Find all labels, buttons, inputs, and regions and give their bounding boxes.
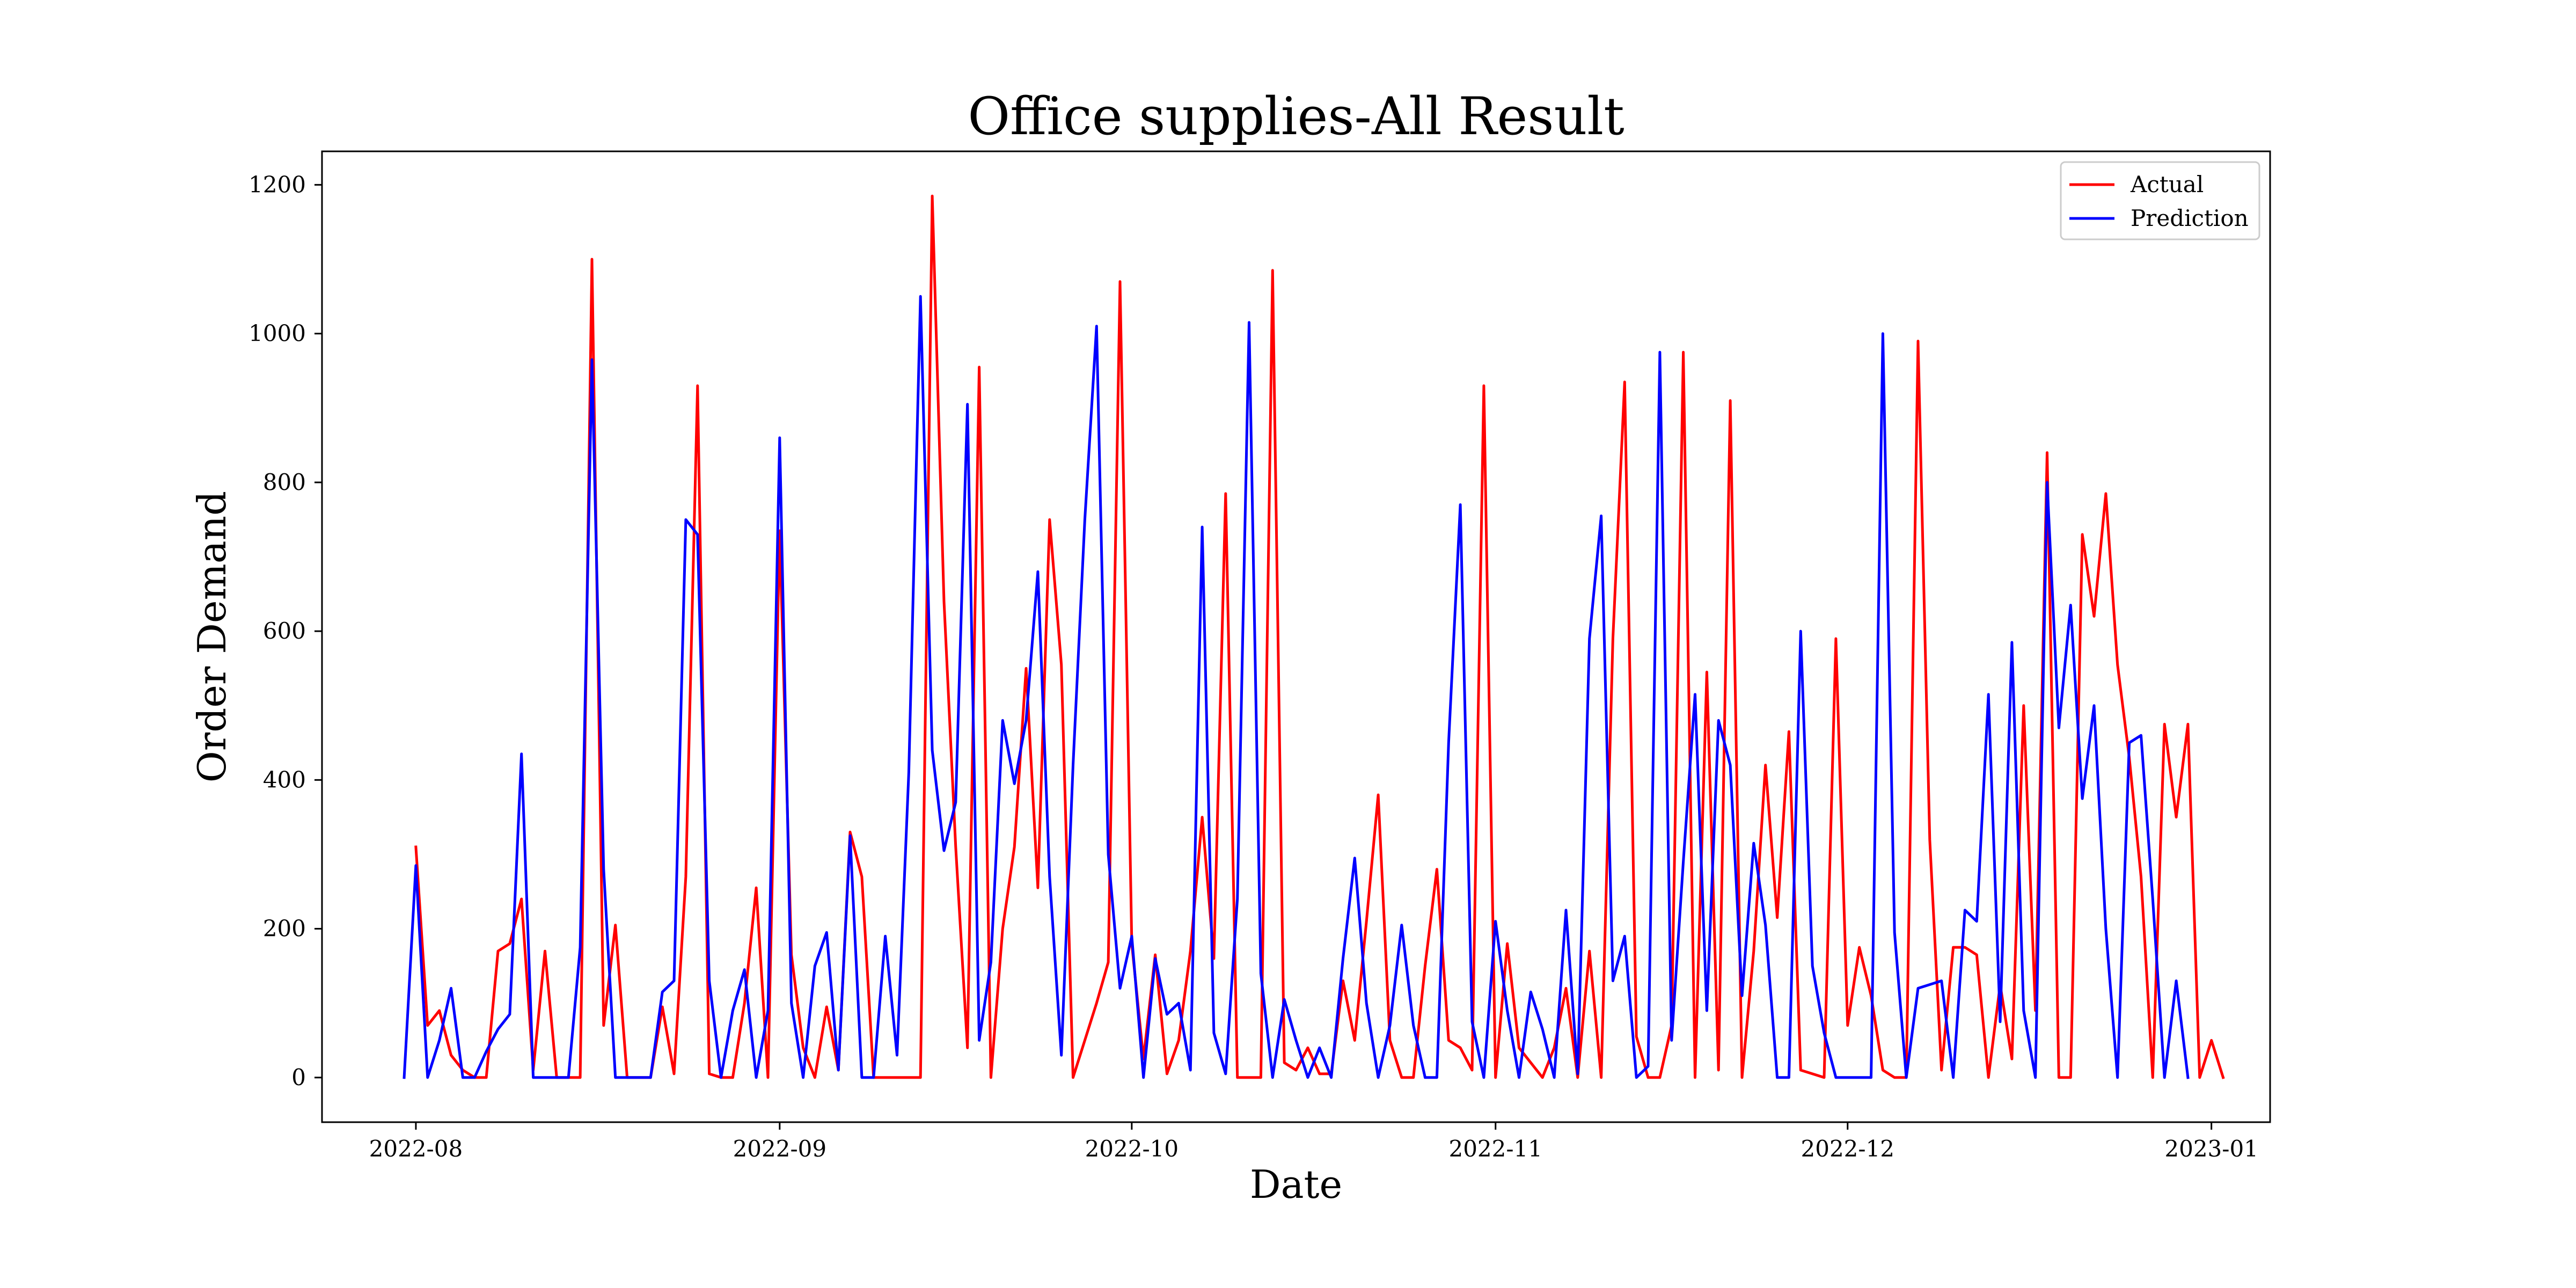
y-tick-label: 0 (291, 1064, 306, 1091)
x-tick-label: 2022-10 (1085, 1136, 1179, 1162)
axes-layer: 0 200 400 600 800 1000 1200 2022-08 2022-09 2022-… (248, 150, 2271, 1162)
x-tick-label: 2023-01 (2164, 1136, 2258, 1162)
legend-box (2060, 161, 2260, 240)
series-layer (402, 194, 2225, 1079)
y-tick-label: 1000 (248, 320, 306, 347)
y-axis-label: Order Demand (189, 491, 235, 782)
legend: Actual Prediction (2060, 161, 2260, 240)
series-line-prediction (402, 295, 2190, 1079)
legend-label-actual: Actual (2130, 171, 2204, 197)
series-line-actual (414, 194, 2225, 1079)
y-tick-label: 200 (263, 916, 306, 942)
y-tick-label: 800 (263, 469, 306, 495)
x-tick-label: 2022-11 (1448, 1136, 1542, 1162)
x-tick-label: 2022-12 (1801, 1136, 1895, 1162)
y-tick-label: 400 (263, 766, 306, 793)
chart-title: Office supplies-All Result (968, 86, 1624, 147)
x-tick-label: 2022-08 (369, 1136, 463, 1162)
y-tick-label: 600 (263, 618, 306, 644)
legend-label-prediction: Prediction (2131, 205, 2249, 231)
y-tick-label: 1200 (248, 171, 306, 197)
x-tick-label: 2022-09 (733, 1136, 827, 1162)
axes-frame (321, 150, 2271, 1123)
x-axis-label: Date (1250, 1162, 1342, 1207)
